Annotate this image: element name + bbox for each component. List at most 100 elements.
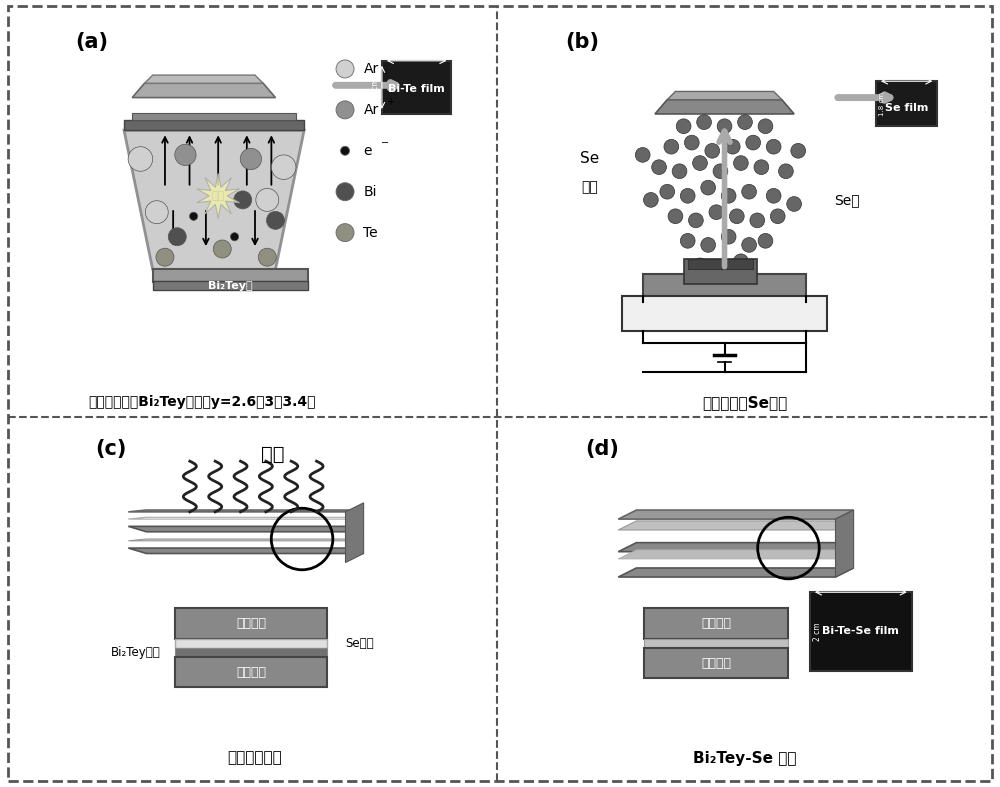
Circle shape: [693, 156, 707, 171]
Circle shape: [709, 205, 724, 220]
Bar: [688, 259, 753, 269]
Circle shape: [680, 188, 695, 203]
Polygon shape: [128, 539, 364, 541]
Polygon shape: [197, 173, 240, 218]
Circle shape: [791, 143, 806, 158]
Polygon shape: [836, 510, 854, 577]
Circle shape: [721, 188, 736, 203]
Circle shape: [766, 139, 781, 154]
Circle shape: [128, 146, 153, 172]
Polygon shape: [128, 548, 364, 553]
Circle shape: [190, 212, 198, 220]
Circle shape: [746, 135, 761, 150]
Bar: [644, 648, 788, 678]
Text: −: −: [381, 138, 389, 148]
Text: Bi₂Tey-Se 薄膜: Bi₂Tey-Se 薄膜: [693, 751, 797, 766]
Text: 钨舟: 钨舟: [581, 181, 598, 194]
Circle shape: [734, 254, 748, 268]
Text: 1.8 cm: 1.8 cm: [879, 91, 885, 116]
Circle shape: [758, 234, 773, 248]
Polygon shape: [667, 91, 782, 100]
Text: Te: Te: [363, 226, 378, 239]
Bar: [644, 608, 788, 638]
Circle shape: [652, 160, 666, 175]
Circle shape: [145, 201, 168, 224]
Circle shape: [766, 188, 781, 203]
Text: Bi: Bi: [363, 185, 377, 198]
Bar: [132, 113, 296, 120]
Text: 2 cm: 2 cm: [371, 78, 380, 97]
Circle shape: [256, 188, 279, 212]
Polygon shape: [618, 510, 854, 519]
Polygon shape: [132, 83, 275, 98]
Text: Bi₂Tey靶: Bi₂Tey靶: [208, 281, 253, 291]
Circle shape: [635, 147, 650, 162]
Text: 热蒸发制备Se薄膜: 热蒸发制备Se薄膜: [702, 395, 788, 410]
Bar: [175, 608, 327, 638]
Text: Bi-Te-Se film: Bi-Te-Se film: [822, 626, 899, 637]
Polygon shape: [618, 543, 854, 552]
Text: (c): (c): [96, 439, 127, 460]
Bar: [175, 656, 327, 688]
Circle shape: [336, 60, 354, 78]
Bar: [876, 81, 937, 126]
Bar: [643, 274, 806, 296]
Text: 2 cm: 2 cm: [813, 622, 822, 641]
Text: 玻璃基底: 玻璃基底: [701, 617, 731, 630]
Bar: [810, 592, 912, 671]
Circle shape: [644, 193, 658, 207]
Bar: [153, 281, 308, 290]
Circle shape: [156, 248, 174, 266]
Circle shape: [336, 183, 354, 201]
Circle shape: [721, 229, 736, 244]
Polygon shape: [618, 568, 854, 577]
Circle shape: [676, 119, 691, 134]
Circle shape: [770, 209, 785, 224]
Circle shape: [271, 155, 296, 179]
Text: e: e: [363, 144, 372, 157]
Text: (b): (b): [565, 32, 599, 52]
Text: 磁控溅射制备Bi₂Tey薄膜（y=2.6，3，3.4）: 磁控溅射制备Bi₂Tey薄膜（y=2.6，3，3.4）: [88, 396, 316, 409]
Circle shape: [697, 115, 711, 130]
Circle shape: [664, 139, 679, 154]
Text: Se: Se: [580, 151, 599, 167]
Circle shape: [729, 209, 744, 224]
Bar: [175, 638, 327, 648]
Circle shape: [213, 240, 231, 258]
Text: Se film: Se film: [885, 103, 928, 113]
Bar: [684, 259, 757, 284]
Circle shape: [689, 213, 703, 227]
Polygon shape: [145, 75, 263, 83]
Circle shape: [742, 184, 756, 199]
Text: Bi₂Tey薄膜: Bi₂Tey薄膜: [111, 646, 161, 659]
Polygon shape: [655, 100, 794, 114]
Bar: [622, 296, 827, 331]
Circle shape: [701, 238, 716, 253]
Circle shape: [336, 101, 354, 119]
Circle shape: [266, 212, 284, 229]
Circle shape: [750, 213, 765, 227]
Circle shape: [717, 119, 732, 134]
Text: Se薄膜: Se薄膜: [346, 637, 374, 650]
Circle shape: [758, 119, 773, 134]
Bar: [644, 638, 788, 648]
Circle shape: [258, 248, 276, 266]
Polygon shape: [124, 131, 304, 269]
Circle shape: [779, 164, 793, 179]
Text: 玻璃基底: 玻璃基底: [236, 666, 266, 678]
Circle shape: [336, 224, 354, 242]
Text: 玻璃基底: 玻璃基底: [236, 617, 266, 630]
Text: Se粉: Se粉: [834, 193, 860, 207]
Circle shape: [693, 258, 707, 273]
Text: 2 cm: 2 cm: [897, 68, 916, 77]
Circle shape: [742, 238, 756, 253]
Circle shape: [341, 146, 350, 155]
Circle shape: [668, 209, 683, 224]
Text: Ar: Ar: [363, 103, 379, 116]
Circle shape: [713, 262, 728, 277]
Text: Bi-Te film: Bi-Te film: [388, 84, 445, 94]
Circle shape: [754, 160, 769, 175]
Polygon shape: [128, 510, 364, 512]
Text: (d): (d): [586, 439, 620, 460]
Circle shape: [680, 234, 695, 248]
